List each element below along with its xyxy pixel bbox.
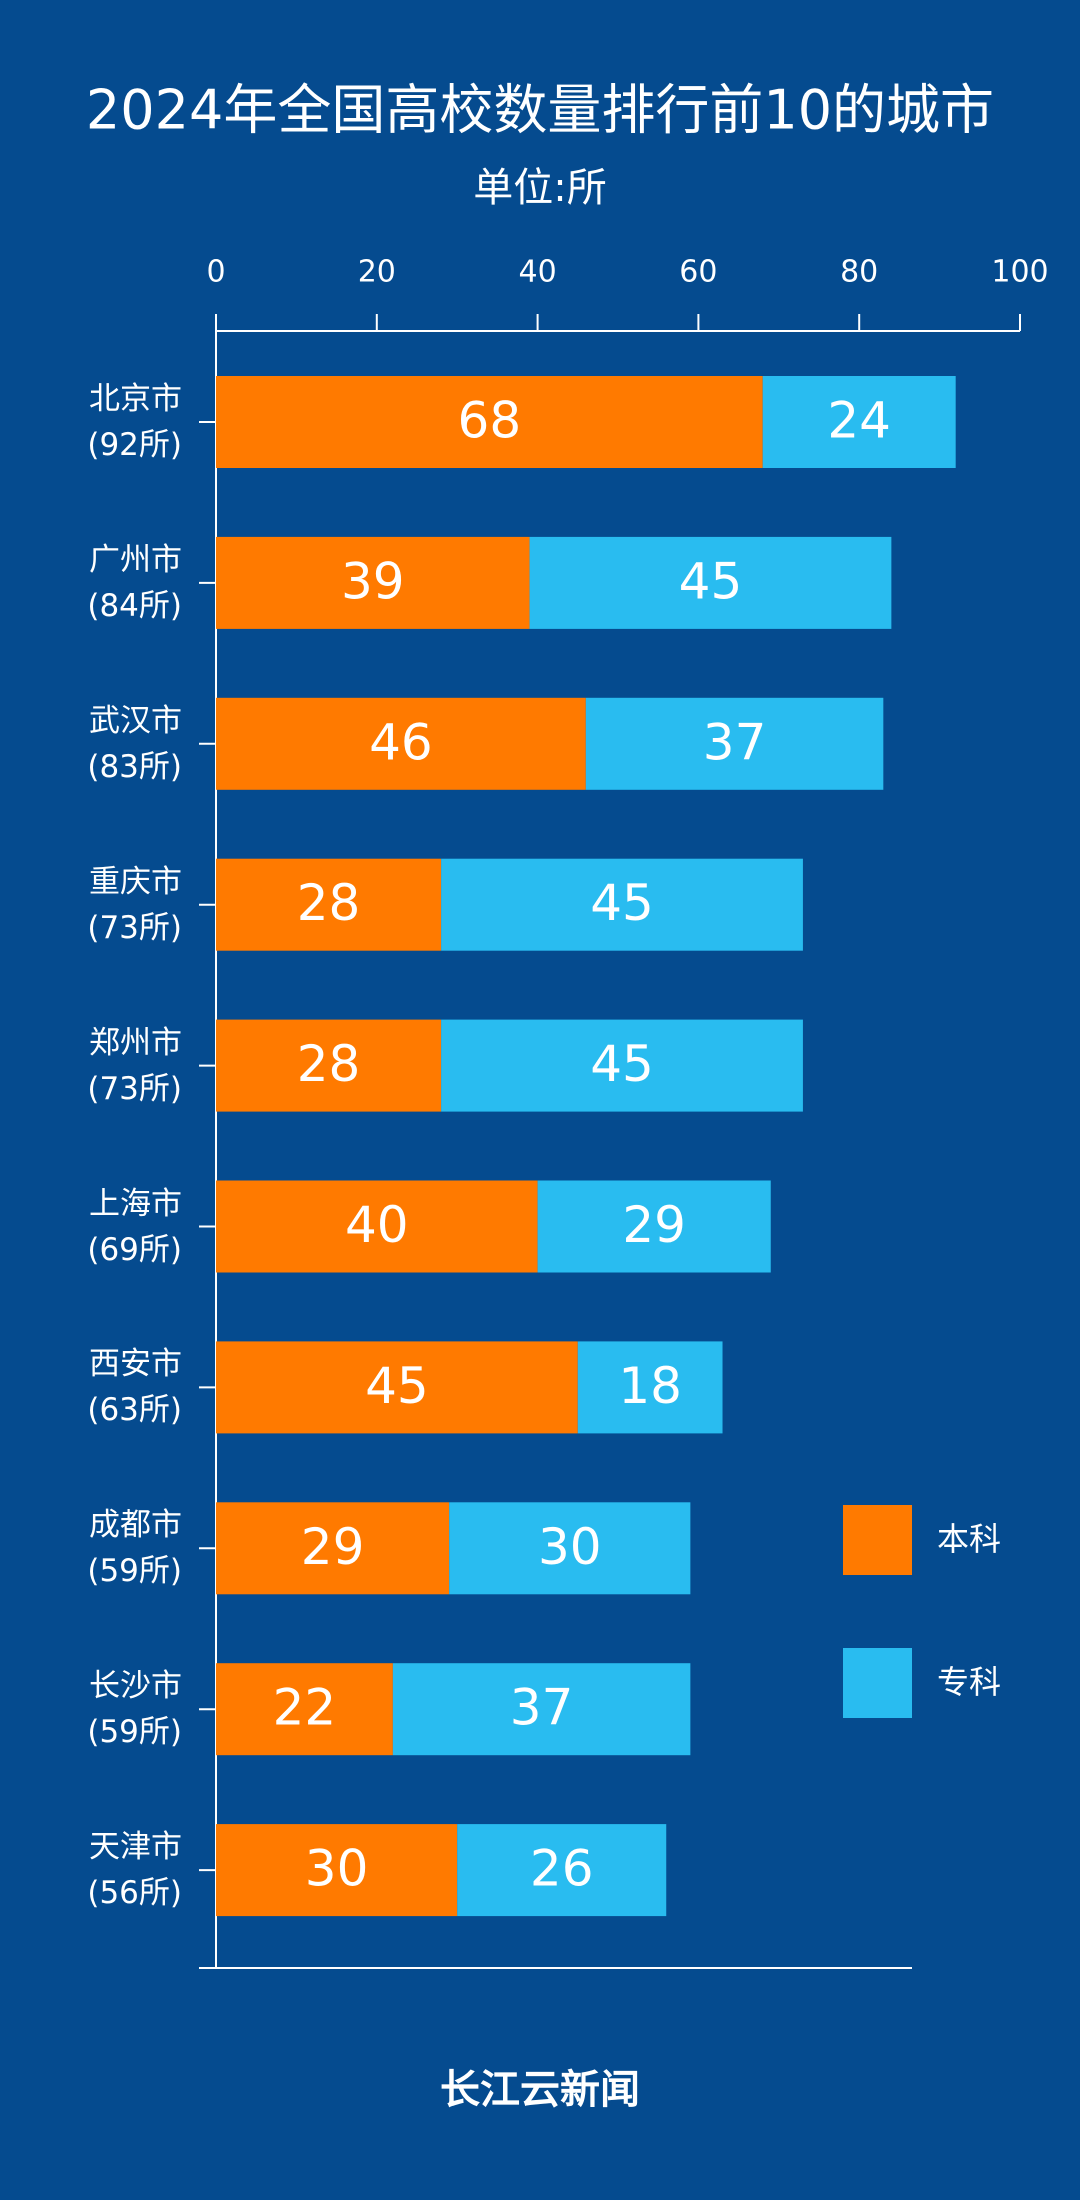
bar-segment (216, 1502, 450, 1595)
bar-segment (216, 1019, 442, 1112)
legend-swatch (843, 1648, 912, 1718)
legend-label: 专科 (937, 1663, 1001, 1701)
y-tick-label: 西安市 (63所) (87, 1346, 182, 1429)
y-tick-label: 长沙市 (59所) (87, 1668, 182, 1751)
bar-segment (216, 697, 586, 790)
legend-swatch (843, 1505, 912, 1575)
bar-segment (537, 1180, 771, 1273)
bar-value-label: 45 (365, 1357, 429, 1415)
y-tick-label: 广州市 (84所) (87, 541, 182, 624)
x-tick-label: 0 (206, 255, 225, 290)
y-tick-label: 武汉市 (83所) (87, 702, 182, 785)
bar-segment (441, 1019, 803, 1112)
bar-value-label: 37 (510, 1679, 574, 1737)
chart-title: 2024年全国高校数量排行前10的城市 (86, 79, 994, 142)
footer-logo: 长江云新闻 (440, 2067, 640, 2113)
bar-value-label: 30 (305, 1840, 369, 1898)
bar-segment (216, 1824, 458, 1917)
bar-value-label: 24 (827, 392, 891, 450)
bar-value-label: 68 (458, 392, 522, 450)
x-tick-label: 40 (519, 255, 557, 290)
bar-segment (392, 1663, 691, 1756)
bar-value-label: 45 (679, 552, 743, 610)
y-tick-label: 天津市 (56所) (87, 1829, 182, 1912)
bar-segment (529, 536, 892, 629)
bar-segment (216, 1180, 538, 1273)
bar-value-label: 37 (703, 713, 767, 771)
bar-value-label: 22 (273, 1679, 337, 1737)
bar-segment (216, 376, 763, 468)
bar-value-label: 29 (622, 1196, 686, 1254)
bar-value-label: 40 (345, 1196, 409, 1254)
bar-segment (216, 1341, 578, 1434)
x-tick-label: 60 (679, 255, 717, 290)
bar-value-label: 46 (369, 713, 433, 771)
bar-segment (762, 376, 956, 468)
bar-value-label: 18 (618, 1357, 682, 1415)
y-tick-label: 重庆市 (73所) (87, 863, 182, 946)
bar-value-label: 29 (301, 1518, 365, 1576)
bar-segment (585, 697, 884, 790)
bar-value-label: 45 (590, 1035, 654, 1093)
bar-value-label: 45 (590, 874, 654, 932)
bar-segment (457, 1824, 667, 1917)
y-tick-label: 成都市 (59所) (87, 1507, 182, 1590)
bar-segment (216, 858, 442, 951)
bar-segment (449, 1502, 691, 1595)
x-tick-label: 100 (991, 255, 1048, 290)
y-tick-label: 北京市 (92所) (87, 381, 182, 463)
bar-segment (441, 858, 803, 951)
bar-segment (216, 1663, 393, 1756)
bar-value-label: 28 (297, 874, 361, 932)
y-tick-label: 上海市 (69所) (87, 1185, 182, 1268)
x-tick-label: 20 (358, 255, 396, 290)
bar-value-label: 30 (538, 1518, 602, 1576)
bar-value-label: 26 (530, 1840, 594, 1898)
bar-segment (216, 536, 530, 629)
y-tick-label: 郑州市 (73所) (87, 1024, 182, 1107)
chart-subtitle: 单位:所 (473, 165, 606, 211)
legend-label: 本科 (937, 1520, 1001, 1558)
bar-value-label: 39 (341, 552, 405, 610)
x-tick-label: 80 (840, 255, 878, 290)
bar-value-label: 28 (297, 1035, 361, 1093)
bar-segment (577, 1341, 723, 1434)
